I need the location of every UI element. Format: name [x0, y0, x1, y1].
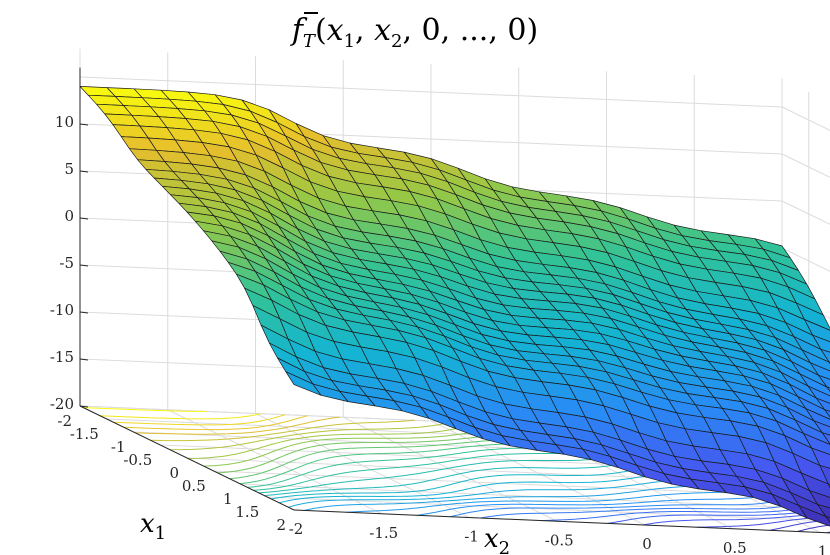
- x2-axis-line: [293, 509, 830, 534]
- x1-tick-label: 2: [276, 516, 286, 534]
- contour-line: [797, 524, 830, 532]
- z-tick-label: 5: [64, 160, 74, 178]
- z-tick-mark: [79, 170, 89, 173]
- x1-tick-label: 1: [223, 490, 233, 508]
- x2-tick-label: 0.5: [723, 539, 747, 555]
- z-tick-labels: 10 5 0 -5 -10 -15 -20: [50, 113, 89, 413]
- x1-tick-label: 0.5: [182, 477, 206, 495]
- contour-line: [113, 414, 286, 426]
- x1-tick-label: -0.5: [123, 451, 152, 469]
- x1-tick-label: -2: [57, 412, 72, 430]
- x1-tick-label: 1.5: [235, 503, 259, 521]
- grid-line: [781, 247, 830, 272]
- title-sub-T: T: [303, 31, 317, 52]
- surface-patch: [285, 371, 322, 396]
- surface-layer: [79, 86, 830, 527]
- z-tick-mark: [79, 405, 89, 408]
- z-tick-label: -20: [50, 395, 74, 413]
- z-tick-mark: [79, 311, 89, 314]
- x2-tick-label: -1.5: [369, 524, 398, 542]
- z-tick-label: 0: [64, 207, 74, 225]
- grid-line: [781, 200, 830, 225]
- x1-axis-label: x1: [140, 509, 166, 544]
- z-tick-mark: [79, 264, 89, 267]
- x2-tick-label: -2: [289, 520, 304, 538]
- x1-tick-label: -1.5: [70, 425, 99, 443]
- contour-line: [100, 413, 261, 420]
- x1-axis-line: [79, 405, 295, 511]
- z-tick-label: -10: [50, 301, 74, 319]
- x2-tick-labels: -2-1.5-1-0.500.511.52: [289, 520, 828, 555]
- chart-title: fT(x1, x2, 0, ..., 0): [290, 13, 538, 52]
- x1-tick-label: 0: [169, 464, 179, 482]
- z-tick-mark: [79, 217, 89, 220]
- z-tick-label: 10: [55, 113, 74, 131]
- x2-axis-label: x2: [484, 524, 510, 555]
- x2-tick-label: 1: [818, 543, 828, 555]
- z-tick-mark: [79, 123, 89, 126]
- contour-line: [150, 419, 415, 442]
- contour-line: [123, 415, 308, 431]
- x1-tick-label: -1: [111, 438, 126, 456]
- grid-line: [781, 153, 830, 178]
- title-x1: x: [327, 13, 344, 48]
- x2-tick-label: 0: [642, 535, 652, 553]
- x2-tick-label: -1: [464, 528, 479, 546]
- x2-tick-label: -0.5: [545, 531, 574, 549]
- title-args: (: [315, 13, 327, 48]
- z-tick-label: -15: [50, 348, 74, 366]
- contour-line: [134, 416, 341, 435]
- z-tick-mark: [79, 358, 89, 361]
- z-tick-label: -5: [59, 254, 74, 272]
- contour-line: [83, 407, 207, 412]
- x1-tick-labels: -2-1.5 -1-0.5 00.5 11.5 2: [57, 412, 286, 534]
- grid-line: [781, 106, 830, 131]
